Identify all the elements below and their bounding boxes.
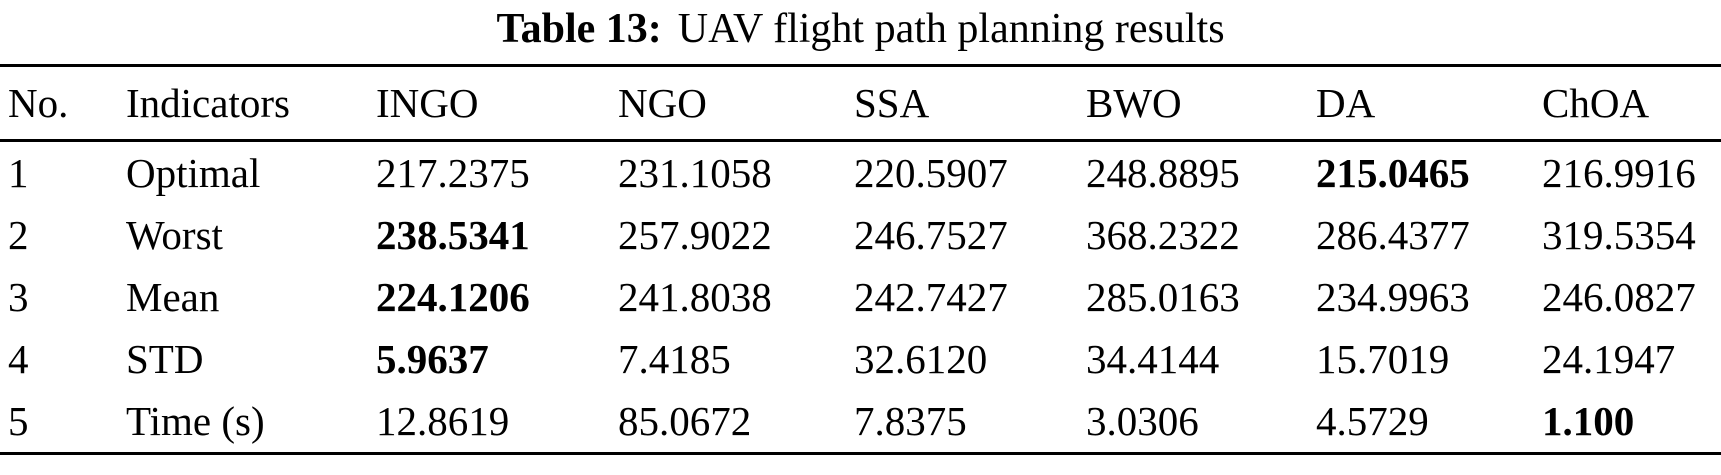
table-caption-label: Table 13: xyxy=(496,6,662,52)
column-header-indicators: Indicators xyxy=(126,80,290,127)
value-cell-choa: 24.1947 xyxy=(1542,336,1676,383)
indicator-name: STD xyxy=(126,336,204,383)
column-header-bwo: BWO xyxy=(1086,80,1182,127)
row-number: 5 xyxy=(8,398,29,445)
value-cell-bwo: 285.0163 xyxy=(1086,274,1240,321)
value-cell-bwo: 248.8895 xyxy=(1086,150,1240,197)
column-header-ingo: INGO xyxy=(376,80,479,127)
table-body: 1 Optimal 217.2375 231.1058 220.5907 248.8895… xyxy=(0,141,1721,454)
indicator-name: Time (s) xyxy=(126,398,265,445)
value-cell-da: 286.4377 xyxy=(1316,212,1470,259)
value-cell-ingo: 12.8619 xyxy=(376,398,510,445)
table-row-time-s: 5 Time (s) 12.8619 85.0672 7.8375 3.0306 4.572… xyxy=(0,390,1721,454)
value-cell-bwo: 3.0306 xyxy=(1086,398,1199,445)
value-cell-bwo: 368.2322 xyxy=(1086,212,1240,259)
column-header-no: No. xyxy=(8,80,69,127)
table-header-row: No. Indicators INGO NGO SSA BWO DA ChOA xyxy=(0,66,1721,141)
value-cell-ssa: 7.8375 xyxy=(854,398,967,445)
value-cell-ingo: 5.9637 xyxy=(376,336,489,383)
value-cell-ssa: 246.7527 xyxy=(854,212,1008,259)
column-header-choa: ChOA xyxy=(1542,80,1650,127)
value-cell-choa: 246.0827 xyxy=(1542,274,1696,321)
value-cell-ngo: 241.8038 xyxy=(618,274,772,321)
indicator-name: Worst xyxy=(126,212,223,259)
value-cell-bwo: 34.4144 xyxy=(1086,336,1220,383)
value-cell-ngo: 257.9022 xyxy=(618,212,772,259)
table-header: No. Indicators INGO NGO SSA BWO DA ChOA xyxy=(0,66,1721,141)
value-cell-ssa: 220.5907 xyxy=(854,150,1008,197)
value-cell-ngo: 85.0672 xyxy=(618,398,752,445)
value-cell-ingo: 238.5341 xyxy=(376,212,530,259)
table-caption-text: UAV flight path planning results xyxy=(677,6,1225,52)
value-cell-choa: 1.100 xyxy=(1542,398,1635,445)
table-row-optimal: 1 Optimal 217.2375 231.1058 220.5907 248.8895… xyxy=(0,141,1721,205)
value-cell-choa: 319.5354 xyxy=(1542,212,1696,259)
table-row-worst: 2 Worst 238.5341 257.9022 246.7527 368.2322 28… xyxy=(0,204,1721,266)
indicator-name: Optimal xyxy=(126,150,261,197)
value-cell-ingo: 224.1206 xyxy=(376,274,530,321)
results-table: No. Indicators INGO NGO SSA BWO DA ChOA 1 Optima… xyxy=(0,64,1721,456)
column-header-ngo: NGO xyxy=(618,80,707,127)
table-row-std: 4 STD 5.9637 7.4185 32.6120 34.4144 15.7019 24.… xyxy=(0,328,1721,390)
column-header-da: DA xyxy=(1316,80,1376,127)
row-number: 1 xyxy=(8,150,29,197)
value-cell-da: 215.0465 xyxy=(1316,150,1470,197)
value-cell-da: 234.9963 xyxy=(1316,274,1470,321)
value-cell-ssa: 242.7427 xyxy=(854,274,1008,321)
value-cell-da: 4.5729 xyxy=(1316,398,1429,445)
column-header-ssa: SSA xyxy=(854,80,930,127)
row-number: 3 xyxy=(8,274,29,321)
value-cell-ngo: 231.1058 xyxy=(618,150,772,197)
table-caption: Table 13: UAV flight path planning result… xyxy=(0,4,1721,54)
table-row-mean: 3 Mean 224.1206 241.8038 242.7427 285.0163 234… xyxy=(0,266,1721,328)
indicator-name: Mean xyxy=(126,274,220,321)
value-cell-da: 15.7019 xyxy=(1316,336,1450,383)
row-number: 2 xyxy=(8,212,29,259)
row-number: 4 xyxy=(8,336,29,383)
value-cell-choa: 216.9916 xyxy=(1542,150,1696,197)
value-cell-ngo: 7.4185 xyxy=(618,336,731,383)
value-cell-ssa: 32.6120 xyxy=(854,336,988,383)
value-cell-ingo: 217.2375 xyxy=(376,150,530,197)
